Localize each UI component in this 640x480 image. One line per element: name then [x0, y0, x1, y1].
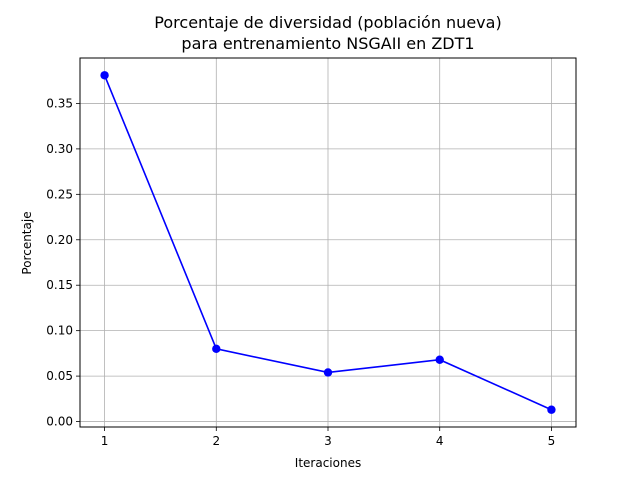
chart-title-line-2: para entrenamiento NSGAII en ZDT1	[181, 34, 474, 53]
y-tick-label: 0.20	[46, 233, 73, 247]
y-axis-ticks: 0.00 0.05 0.10 0.15 0.20 0.25 0.30 0.35	[46, 96, 80, 429]
y-tick-label: 0.00	[46, 415, 73, 429]
x-tick-label: 4	[436, 434, 444, 448]
y-tick-label: 0.05	[46, 369, 73, 383]
data-point	[435, 355, 444, 364]
y-tick-label: 0.35	[46, 96, 73, 110]
data-point	[212, 344, 221, 354]
grid	[80, 58, 576, 427]
chart-title-line-1: Porcentaje de diversidad (población nuev…	[154, 13, 501, 32]
y-tick-label: 0.25	[46, 187, 73, 201]
plot-frame	[79, 57, 577, 428]
x-tick-label: 5	[548, 434, 556, 448]
x-axis-ticks: 1 2 3 4 5	[101, 427, 555, 448]
y-tick-label: 0.10	[46, 324, 73, 338]
y-axis-label: Porcentaje	[20, 211, 34, 274]
data-point	[323, 368, 333, 377]
x-tick-label: 1	[101, 434, 109, 448]
data-point	[547, 405, 556, 414]
data-point	[100, 71, 109, 80]
series-layer	[100, 71, 556, 414]
y-tick-label: 0.30	[46, 142, 73, 156]
x-tick-label: 2	[212, 434, 220, 448]
y-tick-label: 0.15	[46, 278, 73, 292]
x-tick-label: 3	[324, 434, 332, 448]
x-axis-label: Iteraciones	[295, 456, 361, 470]
